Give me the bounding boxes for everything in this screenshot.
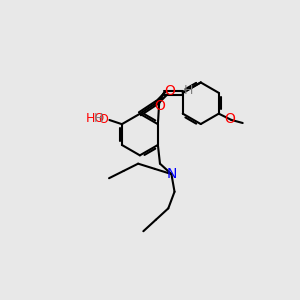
Text: O: O bbox=[164, 84, 175, 98]
Text: HO: HO bbox=[85, 112, 105, 125]
Text: O: O bbox=[224, 112, 235, 126]
Text: O: O bbox=[154, 99, 165, 112]
Text: H: H bbox=[183, 84, 193, 97]
Text: N: N bbox=[166, 167, 177, 181]
Text: O: O bbox=[98, 113, 108, 126]
Text: H: H bbox=[94, 112, 103, 125]
